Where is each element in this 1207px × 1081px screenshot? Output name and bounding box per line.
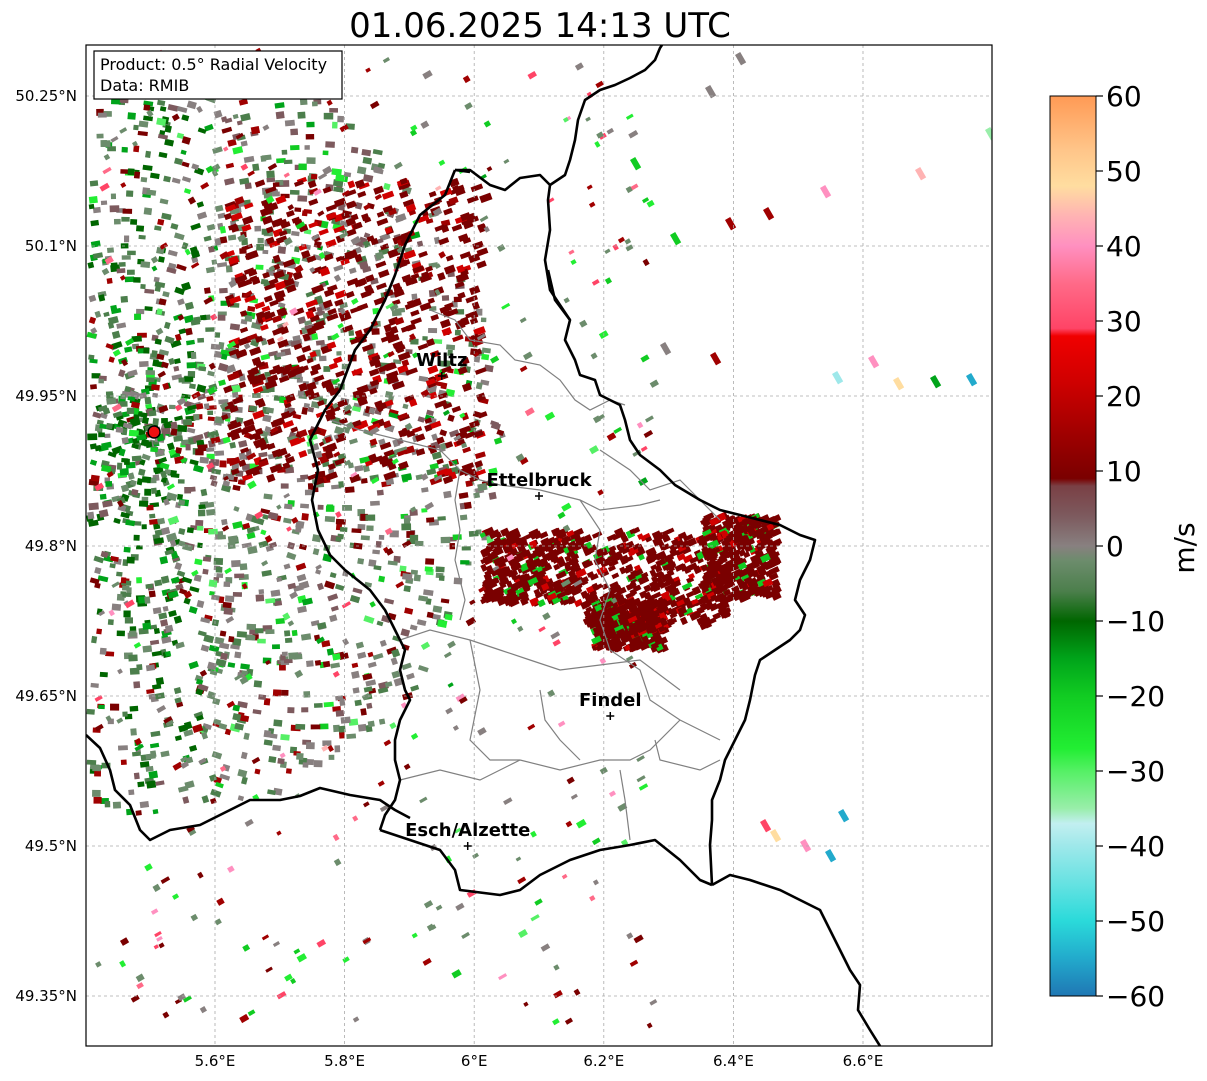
radar-site-marker [147,425,161,439]
lon-tick-label: 5.8°E [324,1052,365,1070]
country-borders [86,45,882,1046]
city-label: Ettelbruck [486,470,592,491]
lat-tick-label: 49.8°N [25,537,77,555]
colorbar-tick-label: 50 [1106,155,1142,188]
map-title: 01.06.2025 14:13 UTC [349,6,731,46]
colorbar-tick-label: −60 [1106,980,1165,1013]
info-box: Product: 0.5° Radial Velocity Data: RMIB [93,50,343,100]
lat-tick-label: 49.95°N [15,387,77,405]
lon-tick-label: 6.4°E [713,1052,754,1070]
colorbar-ticks: 60 50 40 30 20 10 0 −10 −20 −30 −40 −50 −60 [1096,80,1165,1013]
info-data: Data: RMIB [100,76,189,95]
lon-tick-label: 6.6°E [843,1052,884,1070]
colorbar-label: m/s [1168,522,1201,573]
map-panel[interactable]: Wiltz Ettelbruck Findel Esch/Alzette Produc… [15,44,996,1070]
gridlines [86,45,992,1046]
longitude-ticks: 5.6°E 5.8°E 6°E 6.2°E 6.4°E 6.6°E [195,1052,884,1070]
colorbar-tick-label: −40 [1106,830,1165,863]
colorbar-tick-label: −10 [1106,605,1165,638]
canton-boundaries [329,309,721,841]
colorbar-tick-label: 10 [1106,455,1142,488]
lat-tick-label: 50.25°N [15,87,77,105]
city-marker: Wiltz [416,350,467,380]
latitude-ticks: 50.25°N 50.1°N 49.95°N 49.8°N 49.65°N 49.5°N 4… [15,87,77,1005]
colorbar-tick-label: −30 [1106,755,1165,788]
colorbar-tick-label: 40 [1106,230,1142,263]
colorbar-gradient [1049,95,1097,997]
lat-tick-label: 49.65°N [15,687,77,705]
city-marker: Esch/Alzette [405,820,530,850]
city-marker: Findel [579,690,642,720]
colorbar-tick-label: 30 [1106,305,1142,338]
colorbar-tick-label: −50 [1106,905,1165,938]
colorbar-tick-label: 0 [1106,530,1124,563]
lon-tick-label: 5.6°E [195,1052,236,1070]
city-marker: Ettelbruck [486,470,593,500]
lon-tick-label: 6.2°E [583,1052,624,1070]
colorbar: 60 50 40 30 20 10 0 −10 −20 −30 −40 −50 −60 m/s [1049,80,1201,1013]
lon-tick-label: 6°E [461,1052,488,1070]
colorbar-tick-label: −20 [1106,680,1165,713]
colorbar-tick-label: 20 [1106,380,1142,413]
city-label: Wiltz [416,350,467,371]
colorbar-tick-label: 60 [1106,80,1142,113]
city-label: Esch/Alzette [405,820,530,841]
city-labels: Wiltz Ettelbruck Findel Esch/Alzette [405,350,642,850]
city-label: Findel [579,690,642,711]
radar-echoes [86,47,992,1029]
lat-tick-label: 49.35°N [15,987,77,1005]
map-frame [85,44,993,1047]
lat-tick-label: 49.5°N [25,837,77,855]
lat-tick-label: 50.1°N [25,237,77,255]
info-product: Product: 0.5° Radial Velocity [100,55,327,74]
